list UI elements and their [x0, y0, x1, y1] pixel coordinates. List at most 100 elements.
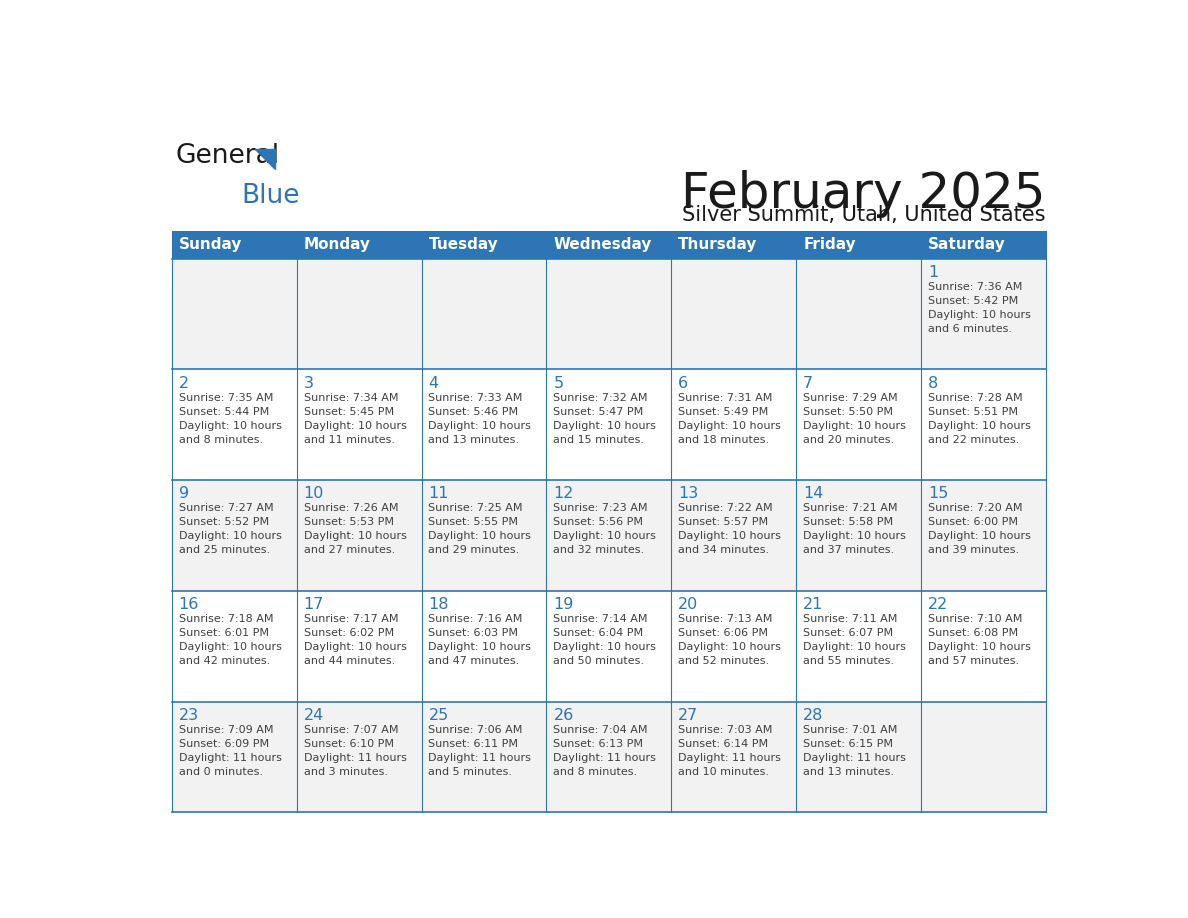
- Bar: [422, 701, 546, 812]
- Text: Sunrise: 7:06 AM
Sunset: 6:11 PM
Daylight: 11 hours
and 5 minutes.: Sunrise: 7:06 AM Sunset: 6:11 PM Dayligh…: [429, 725, 531, 777]
- Text: 20: 20: [678, 597, 699, 612]
- Bar: [796, 231, 921, 259]
- Bar: [671, 591, 796, 701]
- Text: Sunrise: 7:22 AM
Sunset: 5:57 PM
Daylight: 10 hours
and 34 minutes.: Sunrise: 7:22 AM Sunset: 5:57 PM Dayligh…: [678, 503, 782, 555]
- Bar: [671, 480, 796, 591]
- Bar: [546, 370, 671, 480]
- Text: 7: 7: [803, 375, 814, 391]
- Text: Wednesday: Wednesday: [554, 238, 652, 252]
- Bar: [921, 231, 1045, 259]
- Text: General: General: [176, 143, 279, 170]
- Text: 16: 16: [178, 597, 200, 612]
- Text: Sunrise: 7:35 AM
Sunset: 5:44 PM
Daylight: 10 hours
and 8 minutes.: Sunrise: 7:35 AM Sunset: 5:44 PM Dayligh…: [178, 393, 282, 444]
- Bar: [297, 231, 422, 259]
- Text: 24: 24: [304, 708, 324, 722]
- Text: 28: 28: [803, 708, 823, 722]
- Text: Sunrise: 7:34 AM
Sunset: 5:45 PM
Daylight: 10 hours
and 11 minutes.: Sunrise: 7:34 AM Sunset: 5:45 PM Dayligh…: [304, 393, 406, 444]
- Text: Thursday: Thursday: [678, 238, 758, 252]
- Bar: [796, 480, 921, 591]
- Bar: [422, 370, 546, 480]
- Text: Sunrise: 7:33 AM
Sunset: 5:46 PM
Daylight: 10 hours
and 13 minutes.: Sunrise: 7:33 AM Sunset: 5:46 PM Dayligh…: [429, 393, 531, 444]
- Bar: [422, 480, 546, 591]
- Bar: [546, 259, 671, 370]
- Polygon shape: [255, 150, 274, 170]
- Text: Saturday: Saturday: [928, 238, 1006, 252]
- Text: Sunrise: 7:27 AM
Sunset: 5:52 PM
Daylight: 10 hours
and 25 minutes.: Sunrise: 7:27 AM Sunset: 5:52 PM Dayligh…: [178, 503, 282, 555]
- Bar: [546, 480, 671, 591]
- Text: Sunrise: 7:17 AM
Sunset: 6:02 PM
Daylight: 10 hours
and 44 minutes.: Sunrise: 7:17 AM Sunset: 6:02 PM Dayligh…: [304, 614, 406, 666]
- Text: Monday: Monday: [304, 238, 371, 252]
- Bar: [921, 591, 1045, 701]
- Bar: [297, 591, 422, 701]
- Bar: [671, 231, 796, 259]
- Text: 18: 18: [429, 597, 449, 612]
- Bar: [297, 480, 422, 591]
- Text: 9: 9: [178, 487, 189, 501]
- Text: Sunrise: 7:10 AM
Sunset: 6:08 PM
Daylight: 10 hours
and 57 minutes.: Sunrise: 7:10 AM Sunset: 6:08 PM Dayligh…: [928, 614, 1031, 666]
- Text: 14: 14: [803, 487, 823, 501]
- Bar: [297, 701, 422, 812]
- Text: 13: 13: [678, 487, 699, 501]
- Text: 3: 3: [304, 375, 314, 391]
- Text: 23: 23: [178, 708, 198, 722]
- Text: Sunrise: 7:32 AM
Sunset: 5:47 PM
Daylight: 10 hours
and 15 minutes.: Sunrise: 7:32 AM Sunset: 5:47 PM Dayligh…: [554, 393, 656, 444]
- Text: 21: 21: [803, 597, 823, 612]
- Text: Sunrise: 7:09 AM
Sunset: 6:09 PM
Daylight: 11 hours
and 0 minutes.: Sunrise: 7:09 AM Sunset: 6:09 PM Dayligh…: [178, 725, 282, 777]
- Text: Friday: Friday: [803, 238, 855, 252]
- Text: 27: 27: [678, 708, 699, 722]
- Text: 10: 10: [304, 487, 324, 501]
- Text: Sunrise: 7:28 AM
Sunset: 5:51 PM
Daylight: 10 hours
and 22 minutes.: Sunrise: 7:28 AM Sunset: 5:51 PM Dayligh…: [928, 393, 1031, 444]
- Text: 26: 26: [554, 708, 574, 722]
- Bar: [671, 701, 796, 812]
- Text: February 2025: February 2025: [682, 170, 1045, 218]
- Bar: [172, 259, 297, 370]
- Bar: [671, 370, 796, 480]
- Text: 5: 5: [554, 375, 563, 391]
- Bar: [172, 701, 297, 812]
- Bar: [546, 231, 671, 259]
- Bar: [172, 591, 297, 701]
- Text: Sunrise: 7:11 AM
Sunset: 6:07 PM
Daylight: 10 hours
and 55 minutes.: Sunrise: 7:11 AM Sunset: 6:07 PM Dayligh…: [803, 614, 906, 666]
- Text: Sunrise: 7:23 AM
Sunset: 5:56 PM
Daylight: 10 hours
and 32 minutes.: Sunrise: 7:23 AM Sunset: 5:56 PM Dayligh…: [554, 503, 656, 555]
- Text: Sunrise: 7:18 AM
Sunset: 6:01 PM
Daylight: 10 hours
and 42 minutes.: Sunrise: 7:18 AM Sunset: 6:01 PM Dayligh…: [178, 614, 282, 666]
- Text: Sunrise: 7:07 AM
Sunset: 6:10 PM
Daylight: 11 hours
and 3 minutes.: Sunrise: 7:07 AM Sunset: 6:10 PM Dayligh…: [304, 725, 406, 777]
- Text: 2: 2: [178, 375, 189, 391]
- Bar: [546, 591, 671, 701]
- Text: 15: 15: [928, 487, 948, 501]
- Text: 11: 11: [429, 487, 449, 501]
- Text: 19: 19: [554, 597, 574, 612]
- Text: Sunrise: 7:29 AM
Sunset: 5:50 PM
Daylight: 10 hours
and 20 minutes.: Sunrise: 7:29 AM Sunset: 5:50 PM Dayligh…: [803, 393, 906, 444]
- Text: Sunrise: 7:26 AM
Sunset: 5:53 PM
Daylight: 10 hours
and 27 minutes.: Sunrise: 7:26 AM Sunset: 5:53 PM Dayligh…: [304, 503, 406, 555]
- Bar: [546, 701, 671, 812]
- Text: Sunrise: 7:31 AM
Sunset: 5:49 PM
Daylight: 10 hours
and 18 minutes.: Sunrise: 7:31 AM Sunset: 5:49 PM Dayligh…: [678, 393, 782, 444]
- Bar: [172, 231, 297, 259]
- Text: 22: 22: [928, 597, 948, 612]
- Bar: [796, 591, 921, 701]
- Text: Blue: Blue: [241, 183, 301, 208]
- Text: 4: 4: [429, 375, 438, 391]
- Bar: [422, 259, 546, 370]
- Text: Sunrise: 7:21 AM
Sunset: 5:58 PM
Daylight: 10 hours
and 37 minutes.: Sunrise: 7:21 AM Sunset: 5:58 PM Dayligh…: [803, 503, 906, 555]
- Text: 1: 1: [928, 265, 939, 280]
- Bar: [921, 480, 1045, 591]
- Text: Sunrise: 7:03 AM
Sunset: 6:14 PM
Daylight: 11 hours
and 10 minutes.: Sunrise: 7:03 AM Sunset: 6:14 PM Dayligh…: [678, 725, 782, 777]
- Text: Silver Summit, Utah, United States: Silver Summit, Utah, United States: [682, 205, 1045, 225]
- Text: 8: 8: [928, 375, 939, 391]
- Bar: [297, 370, 422, 480]
- Text: Sunrise: 7:13 AM
Sunset: 6:06 PM
Daylight: 10 hours
and 52 minutes.: Sunrise: 7:13 AM Sunset: 6:06 PM Dayligh…: [678, 614, 782, 666]
- Text: Sunday: Sunday: [178, 238, 242, 252]
- Text: Sunrise: 7:16 AM
Sunset: 6:03 PM
Daylight: 10 hours
and 47 minutes.: Sunrise: 7:16 AM Sunset: 6:03 PM Dayligh…: [429, 614, 531, 666]
- Bar: [796, 370, 921, 480]
- Bar: [921, 259, 1045, 370]
- Text: Sunrise: 7:14 AM
Sunset: 6:04 PM
Daylight: 10 hours
and 50 minutes.: Sunrise: 7:14 AM Sunset: 6:04 PM Dayligh…: [554, 614, 656, 666]
- Bar: [297, 259, 422, 370]
- Text: 6: 6: [678, 375, 688, 391]
- Text: Sunrise: 7:04 AM
Sunset: 6:13 PM
Daylight: 11 hours
and 8 minutes.: Sunrise: 7:04 AM Sunset: 6:13 PM Dayligh…: [554, 725, 656, 777]
- Text: 17: 17: [304, 597, 324, 612]
- Bar: [921, 370, 1045, 480]
- Bar: [921, 701, 1045, 812]
- Text: Sunrise: 7:25 AM
Sunset: 5:55 PM
Daylight: 10 hours
and 29 minutes.: Sunrise: 7:25 AM Sunset: 5:55 PM Dayligh…: [429, 503, 531, 555]
- Bar: [796, 701, 921, 812]
- Bar: [422, 591, 546, 701]
- Text: Sunrise: 7:20 AM
Sunset: 6:00 PM
Daylight: 10 hours
and 39 minutes.: Sunrise: 7:20 AM Sunset: 6:00 PM Dayligh…: [928, 503, 1031, 555]
